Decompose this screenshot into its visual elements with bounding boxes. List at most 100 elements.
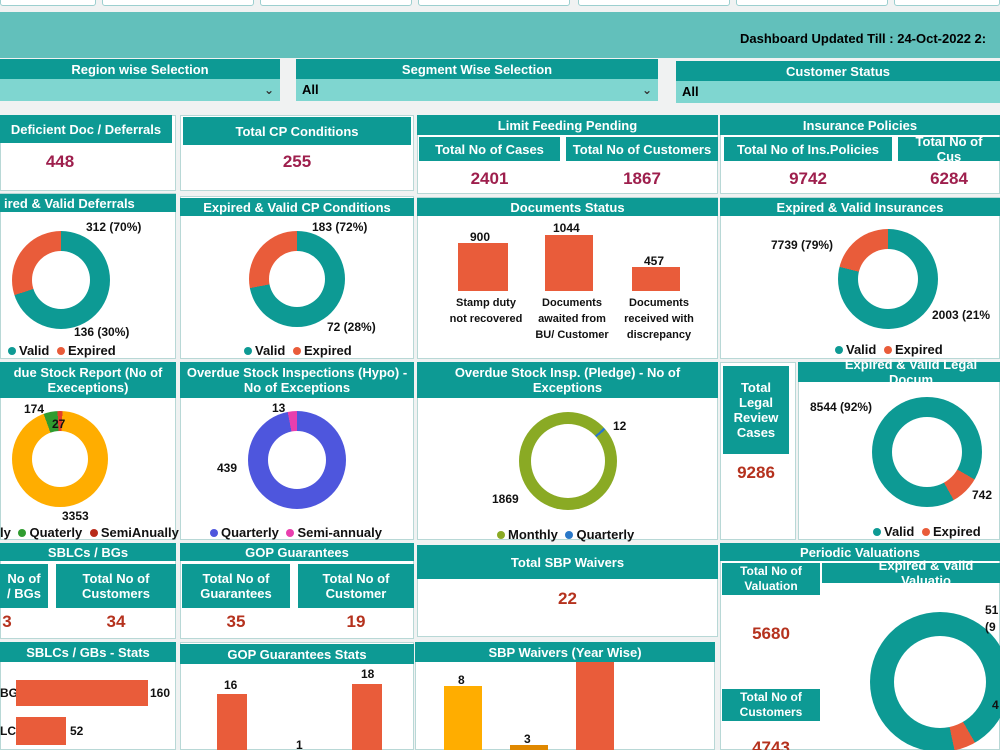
semiannual-dot-icon bbox=[89, 529, 98, 537]
insurances-legend: Valid Expired bbox=[835, 342, 943, 357]
doc-bar-1-label: Stamp duty not recovered bbox=[449, 297, 523, 325]
legend-monthly: Monthly bbox=[508, 527, 558, 542]
limit-cases-title: Total No of Cases bbox=[419, 137, 560, 161]
periodic-customers-title: Total No of Customers bbox=[722, 689, 820, 721]
insurance-title: Insurance Policies bbox=[720, 115, 1000, 135]
sbp-year-title: SBP Waivers (Year Wise) bbox=[415, 642, 715, 662]
chevron-down-icon: ⌄ bbox=[641, 83, 652, 97]
region-filter-dropdown[interactable]: ⌄ bbox=[0, 79, 280, 101]
deferrals-legend: Valid Expired bbox=[8, 343, 116, 358]
gop-stats-value-1: 16 bbox=[224, 678, 238, 692]
gop-guarantees-value: 35 bbox=[226, 612, 246, 631]
deferrals-expired-label: 136 (30%) bbox=[74, 325, 130, 339]
segment-filter-title: Segment Wise Selection bbox=[296, 59, 658, 81]
overdue-hypo-legend: Quarterly Semi-annualy bbox=[210, 525, 382, 540]
legend-monthly: ly bbox=[0, 525, 11, 540]
sblc-stats-bar-2-value: 52 bbox=[70, 724, 84, 738]
top-tab-6[interactable] bbox=[736, 0, 888, 6]
sblc-stats-bar-1-name: BG bbox=[0, 686, 18, 700]
limit-feeding-title: Limit Feeding Pending bbox=[417, 115, 718, 135]
periodic-customers-value: 4743 bbox=[752, 738, 790, 750]
insurances-chart-card[interactable] bbox=[720, 197, 1000, 359]
valuations-label-2: (9 bbox=[985, 620, 996, 634]
insurances-valid-label: 7739 (79%) bbox=[771, 238, 834, 252]
cp-expired-label: 72 (28%) bbox=[327, 320, 376, 334]
gop-guarantees-title: Total No of Guarantees bbox=[182, 564, 290, 608]
doc-bar-3 bbox=[632, 267, 680, 291]
sblc-stats-bar-1-value: 160 bbox=[150, 686, 171, 700]
top-tab-3[interactable] bbox=[260, 0, 412, 6]
valid-dot-icon bbox=[8, 347, 16, 355]
cp-donut bbox=[249, 231, 345, 327]
dashboard-header: Dashboard Updated Till : 24-Oct-2022 2: bbox=[0, 12, 1000, 58]
expired-dot-icon bbox=[921, 528, 930, 536]
top-tab-2[interactable] bbox=[102, 0, 254, 6]
valuations-donut bbox=[870, 612, 1000, 750]
valid-dot-icon bbox=[835, 346, 843, 354]
overdue-report-label-1: 174 bbox=[24, 402, 45, 416]
limit-customers-title: Total No of Customers bbox=[566, 137, 718, 161]
overdue-pledge-legend: Monthly Quarterly bbox=[497, 527, 634, 542]
valuations-label-1: 51 bbox=[985, 603, 999, 617]
overdue-hypo-donut bbox=[248, 411, 346, 509]
deficient-doc-title: Deficient Doc / Deferrals bbox=[0, 115, 172, 143]
legal-docs-legend: Valid Expired bbox=[873, 524, 981, 539]
quarterly-dot-icon bbox=[18, 529, 27, 537]
legend-valid: Valid bbox=[255, 343, 286, 358]
gop-customer-title: Total No of Customer bbox=[298, 564, 414, 608]
customer-status-filter-value: All bbox=[682, 84, 699, 99]
sblc-stats-title: SBLCs / GBs - Stats bbox=[0, 642, 176, 662]
legend-valid: Valid bbox=[884, 524, 915, 539]
sblc-stats-bar-1 bbox=[16, 680, 148, 706]
gop-title: GOP Guarantees bbox=[180, 543, 414, 561]
region-filter-title: Region wise Selection bbox=[0, 59, 280, 81]
valuations-chart-title: Expired & Valid Valuatio bbox=[822, 558, 1000, 588]
customer-status-filter-dropdown[interactable]: All bbox=[676, 81, 1000, 103]
sblc-title: SBLCs / BGs bbox=[0, 543, 176, 561]
doc-bar-2-label: Documents awaited from BU/ Customer bbox=[535, 297, 609, 341]
overdue-pledge-label-2: 1869 bbox=[492, 492, 519, 506]
top-tab-4[interactable] bbox=[418, 0, 570, 6]
overdue-report-legend: ly Quaterly SemiAnually bbox=[0, 525, 179, 540]
expired-dot-icon bbox=[292, 347, 301, 355]
sbp-year-value-2: 3 bbox=[524, 732, 531, 746]
quarterly-dot-icon bbox=[565, 531, 574, 539]
quarterly-dot-icon bbox=[210, 529, 218, 537]
deferrals-donut bbox=[12, 231, 110, 329]
cp-valid-label: 183 (72%) bbox=[312, 220, 368, 234]
legend-expired: Expired bbox=[67, 343, 116, 358]
customer-status-filter-title: Customer Status bbox=[676, 61, 1000, 83]
total-cp-title: Total CP Conditions bbox=[183, 117, 411, 145]
documents-status-title: Documents Status bbox=[417, 198, 718, 216]
top-tab-1[interactable] bbox=[0, 0, 96, 6]
valid-dot-icon bbox=[873, 528, 881, 536]
overdue-pledge-title: Overdue Stock Insp. (Pledge) - No of Exc… bbox=[417, 362, 718, 398]
legal-docs-chart-title: Expired & Valid Legal Docum bbox=[798, 357, 1000, 387]
periodic-valuations-title: Periodic Valuations bbox=[720, 543, 1000, 561]
semiannual-dot-icon bbox=[286, 529, 295, 537]
doc-bar-2 bbox=[545, 235, 593, 291]
insurance-policies-title: Total No of Ins.Policies bbox=[724, 137, 892, 161]
sbp-year-bar-2 bbox=[510, 745, 548, 750]
top-tab-5[interactable] bbox=[578, 0, 730, 6]
sblc-customers-value: 34 bbox=[106, 612, 126, 631]
insurances-chart-title: Expired & Valid Insurances bbox=[720, 198, 1000, 216]
segment-filter-dropdown[interactable]: All ⌄ bbox=[296, 79, 658, 101]
legend-semiannual: Semi-annualy bbox=[297, 525, 382, 540]
expired-dot-icon bbox=[56, 347, 65, 355]
overdue-hypo-title: Overdue Stock Inspections (Hypo) - No of… bbox=[180, 362, 414, 398]
periodic-valuation-title: Total No of Valuation bbox=[722, 563, 820, 595]
legal-docs-valid-label: 8544 (92%) bbox=[810, 400, 873, 414]
sbp-waivers-title: Total SBP Waivers bbox=[417, 545, 718, 579]
overdue-hypo-label-1: 13 bbox=[272, 401, 286, 415]
valid-dot-icon bbox=[244, 347, 252, 355]
overdue-pledge-label-1: 12 bbox=[613, 419, 627, 433]
deferrals-chart-title: ired & Valid Deferrals bbox=[0, 194, 176, 212]
insurances-expired-label: 2003 (21% bbox=[932, 308, 991, 322]
legend-expired: Expired bbox=[932, 524, 981, 539]
legend-valid: Valid bbox=[19, 343, 50, 358]
legal-review-title: Total Legal Review Cases bbox=[723, 366, 789, 454]
insurance-customers-title: Total No of Cus bbox=[898, 134, 1000, 164]
top-tab-7[interactable] bbox=[894, 0, 1000, 6]
overdue-report-label-2: 27 bbox=[52, 417, 66, 431]
